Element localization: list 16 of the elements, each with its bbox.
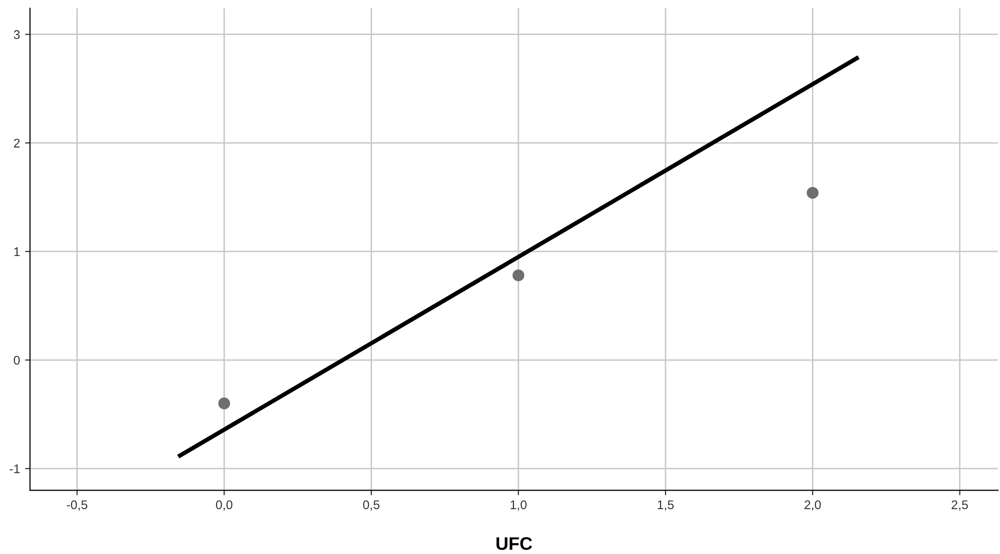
x-tick-label: 1,0 xyxy=(510,500,527,511)
x-axis-title: UFC xyxy=(496,537,532,550)
y-tick-label: 2 xyxy=(14,138,20,148)
point xyxy=(218,398,230,410)
point xyxy=(512,269,524,282)
point xyxy=(806,186,819,199)
y-tick-label: 0 xyxy=(14,356,20,365)
x-tick-label: 2,0 xyxy=(804,500,821,511)
x-tick-label: 0,0 xyxy=(216,500,232,511)
x-tick-label: 1,5 xyxy=(658,500,674,511)
y-tick-label: 3 xyxy=(14,30,20,40)
y-tick-label: -1 xyxy=(10,464,20,474)
x-tick-label: 0,5 xyxy=(363,500,380,511)
x-tick-label: -0,5 xyxy=(66,500,88,511)
x-tick-label: 2,5 xyxy=(952,500,968,511)
y-tick-label: 1 xyxy=(14,247,20,256)
